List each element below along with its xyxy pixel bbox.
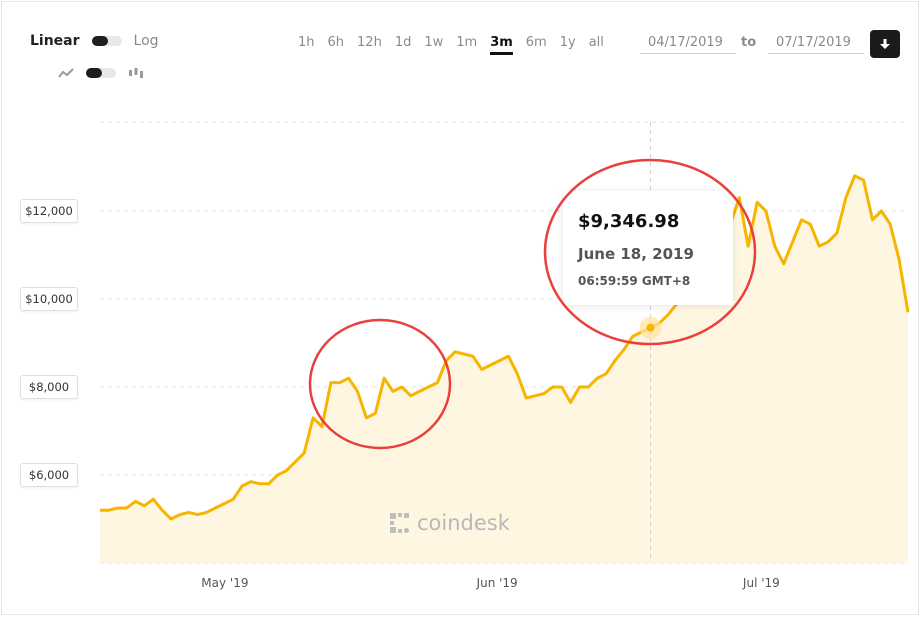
tooltip-time: 06:59:59 GMT+8	[578, 274, 691, 288]
scale-linear-label[interactable]: Linear	[30, 33, 80, 49]
price-tooltip: $9,346.98 June 18, 2019 06:59:59 GMT+8	[563, 191, 733, 305]
x-tick-label: Jun '19	[476, 576, 518, 590]
scale-switch-knob	[91, 36, 108, 46]
y-tick-label: $6,000	[20, 463, 78, 487]
coindesk-watermark: coindesk	[389, 511, 510, 535]
range-tab-3m[interactable]: 3m	[490, 35, 513, 55]
candlestick-icon[interactable]	[128, 67, 144, 79]
time-range-tabs: 1h 6h 12h 1d 1w 1m 3m 6m 1y all	[298, 35, 617, 55]
range-tab-1y[interactable]: 1y	[559, 35, 576, 50]
scale-switch[interactable]	[91, 36, 122, 46]
range-tab-1h[interactable]: 1h	[298, 35, 315, 50]
y-tick-label: $10,000	[20, 287, 78, 311]
y-tick-label: $12,000	[20, 199, 78, 223]
scale-log-label[interactable]: Log	[133, 33, 159, 49]
chart-type-switch-knob	[86, 68, 102, 78]
date-from-input[interactable]: 04/17/2019	[640, 35, 736, 54]
x-tick-label: Jul '19	[742, 576, 780, 590]
annotation-circle-may	[308, 318, 452, 450]
range-tab-1m[interactable]: 1m	[456, 35, 478, 50]
range-tab-all[interactable]: all	[588, 35, 604, 50]
watermark-text: coindesk	[417, 511, 510, 535]
scale-toggle[interactable]: Linear Log	[30, 33, 159, 49]
highlight-point	[646, 323, 655, 332]
annotation-circle-tooltip	[543, 158, 757, 346]
x-tick-label: May '19	[201, 576, 249, 590]
date-to-input[interactable]: 07/17/2019	[768, 35, 864, 54]
range-tab-1d[interactable]: 1d	[394, 35, 412, 50]
date-range-separator: to	[741, 35, 757, 50]
download-button[interactable]	[870, 30, 900, 58]
chart-type-toggle[interactable]	[58, 67, 144, 79]
download-icon	[880, 39, 890, 49]
y-tick-label: $8,000	[20, 375, 78, 399]
range-tab-12h[interactable]: 12h	[357, 35, 382, 50]
range-tab-1w[interactable]: 1w	[424, 35, 444, 50]
tooltip-price: $9,346.98	[578, 211, 680, 232]
range-tab-6m[interactable]: 6m	[525, 35, 547, 50]
coindesk-logo-icon	[390, 513, 409, 533]
line-chart-icon[interactable]	[58, 67, 74, 79]
range-tab-6h[interactable]: 6h	[327, 35, 345, 50]
chart-type-switch[interactable]	[86, 68, 116, 78]
tooltip-date: June 18, 2019	[578, 245, 694, 263]
price-line	[100, 174, 910, 521]
